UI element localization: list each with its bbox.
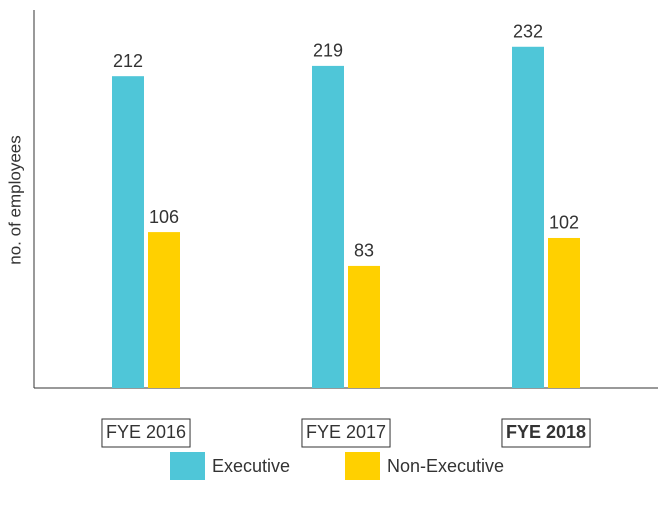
bar [512,46,544,389]
bar [112,76,144,388]
bar [312,65,344,388]
value-label: 83 [354,241,374,261]
y-axis-label: no. of employees [5,135,24,264]
value-label: 102 [549,213,579,233]
x-tick-label: FYE 2017 [306,422,386,442]
value-label: 219 [313,41,343,61]
value-label: 232 [513,22,543,42]
value-label: 106 [149,207,179,227]
legend-label: Executive [212,456,290,476]
value-label: 212 [113,51,143,71]
legend-label: Non-Executive [387,456,504,476]
x-tick-label-box [301,418,391,448]
x-tick-label: FYE 2018 [506,422,586,442]
bar [348,265,380,388]
legend-swatch [170,452,205,480]
x-tick-label: FYE 2016 [106,422,186,442]
legend-swatch [345,452,380,480]
x-tick-label-box [101,418,191,448]
bar [148,232,180,388]
bar [548,237,580,388]
x-tick-label-box [501,418,591,448]
